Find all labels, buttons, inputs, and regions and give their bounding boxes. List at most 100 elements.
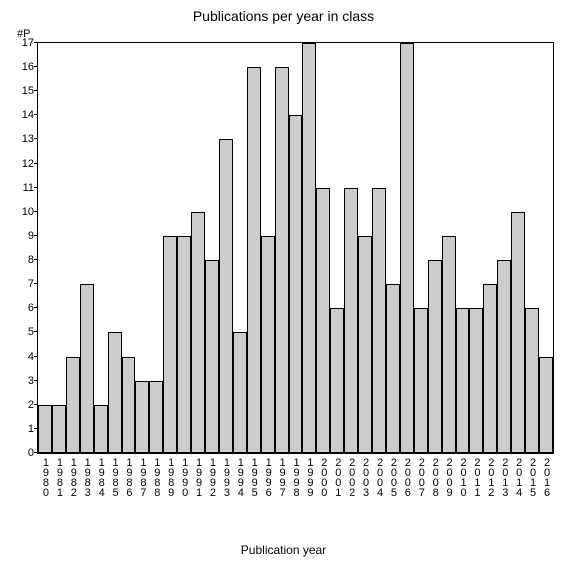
bar: [511, 212, 525, 453]
x-tick-label: 1987: [136, 453, 148, 497]
x-tick-label: 1999: [303, 453, 315, 497]
y-tick-mark: [34, 66, 38, 67]
x-tick-label: 2000: [317, 453, 329, 497]
y-tick-label: 5: [28, 326, 38, 338]
bar: [497, 260, 511, 453]
y-tick-mark: [34, 259, 38, 260]
y-tick-label: 3: [28, 375, 38, 387]
bar: [163, 236, 177, 453]
x-tick-label: 2005: [387, 453, 399, 497]
x-tick-label: 1998: [290, 453, 302, 497]
x-tick-label: 2003: [359, 453, 371, 497]
bar: [38, 405, 52, 453]
bar: [469, 308, 483, 453]
x-tick-label: 1982: [67, 453, 79, 497]
y-tick-label: 6: [28, 302, 38, 314]
y-tick-label: 13: [22, 133, 38, 145]
x-tick-label: 1993: [220, 453, 232, 497]
bar: [219, 139, 233, 453]
y-tick-mark: [34, 331, 38, 332]
x-tick-label: 1981: [53, 453, 65, 497]
y-tick-mark: [34, 307, 38, 308]
bar: [233, 332, 247, 453]
x-tick-label: 1985: [109, 453, 121, 497]
bar: [261, 236, 275, 453]
y-tick-mark: [34, 90, 38, 91]
y-tick-mark: [34, 235, 38, 236]
x-tick-label: 1983: [81, 453, 93, 497]
x-tick-label: 2010: [457, 453, 469, 497]
x-tick-label: 1989: [164, 453, 176, 497]
bar: [316, 188, 330, 453]
y-tick-mark: [34, 114, 38, 115]
y-tick-label: 15: [22, 85, 38, 97]
x-tick-label: 2012: [484, 453, 496, 497]
bar: [52, 405, 66, 453]
y-tick-label: 11: [23, 182, 38, 194]
x-tick-label: 2001: [331, 453, 343, 497]
chart-container: Publications per year in class #P 012345…: [0, 0, 567, 567]
x-tick-label: 1991: [192, 453, 204, 497]
x-tick-label: 2009: [443, 453, 455, 497]
bar: [66, 357, 80, 453]
y-tick-label: 10: [22, 206, 38, 218]
y-tick-label: 7: [28, 278, 38, 290]
y-tick-label: 4: [28, 351, 38, 363]
x-tick-label: 2016: [540, 453, 552, 497]
x-tick-label: 1996: [262, 453, 274, 497]
x-tick-label: 2008: [429, 453, 441, 497]
bar: [94, 405, 108, 453]
bar: [135, 381, 149, 453]
plot-area: 0123456789101112131415161719801981198219…: [37, 42, 554, 454]
x-tick-label: 1990: [178, 453, 190, 497]
x-tick-label: 1986: [122, 453, 134, 497]
bar: [525, 308, 539, 453]
bar: [358, 236, 372, 453]
x-tick-label: 1995: [248, 453, 260, 497]
bar: [122, 357, 136, 453]
x-tick-label: 1997: [276, 453, 288, 497]
bar: [108, 332, 122, 453]
x-tick-label: 1992: [206, 453, 218, 497]
y-tick-label: 14: [22, 109, 38, 121]
y-tick-label: 16: [22, 61, 38, 73]
x-tick-label: 1994: [234, 453, 246, 497]
x-tick-label: 1984: [95, 453, 107, 497]
y-tick-mark: [34, 42, 38, 43]
y-tick-mark: [34, 163, 38, 164]
bar: [428, 260, 442, 453]
y-tick-label: 1: [28, 423, 38, 435]
bar: [302, 43, 316, 453]
bar: [386, 284, 400, 453]
bar: [247, 67, 261, 453]
x-tick-label: 2006: [401, 453, 413, 497]
bar: [414, 308, 428, 453]
bar: [456, 308, 470, 453]
bar: [330, 308, 344, 453]
y-tick-mark: [34, 211, 38, 212]
x-tick-label: 2014: [512, 453, 524, 497]
bar: [400, 43, 414, 453]
bar: [372, 188, 386, 453]
y-tick-mark: [34, 380, 38, 381]
x-tick-label: 1988: [150, 453, 162, 497]
x-tick-label: 1980: [39, 453, 51, 497]
y-tick-mark: [34, 138, 38, 139]
x-tick-label: 2013: [498, 453, 510, 497]
x-tick-label: 2002: [345, 453, 357, 497]
y-tick-mark: [34, 187, 38, 188]
bar: [149, 381, 163, 453]
y-tick-label: 8: [28, 254, 38, 266]
y-tick-label: 0: [28, 447, 38, 459]
bar: [442, 236, 456, 453]
bar: [80, 284, 94, 453]
bar: [539, 357, 553, 453]
y-tick-label: 2: [28, 399, 38, 411]
bar: [289, 115, 303, 453]
x-axis-label: Publication year: [0, 543, 567, 557]
bar: [275, 67, 289, 453]
bar: [483, 284, 497, 453]
y-tick-label: 9: [28, 230, 38, 242]
bar: [205, 260, 219, 453]
x-tick-label: 2004: [373, 453, 385, 497]
